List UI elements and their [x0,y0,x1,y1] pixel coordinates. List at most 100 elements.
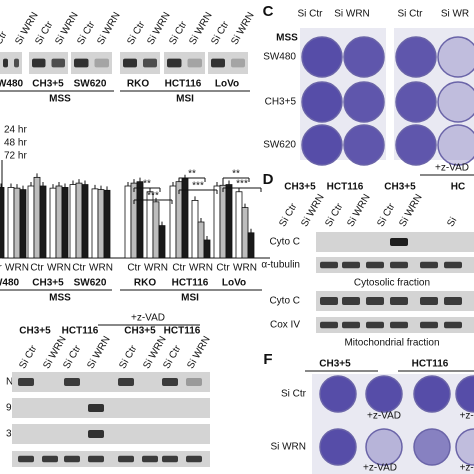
blot-band [420,261,438,269]
group-label: MSI [181,293,199,304]
colony-well [301,36,343,78]
bar [91,188,99,259]
cell-label: HCT116 [412,359,449,370]
bar [49,187,57,259]
blot-band [142,455,158,463]
bar [158,225,166,259]
blot-band [118,455,134,463]
cell-label: CH3+5 [384,182,416,193]
blot-band [186,455,202,463]
treatment-label: +z-VAD [367,411,401,422]
blot-band [42,455,58,463]
bar [203,239,211,259]
cell-label: SW620 [74,79,107,90]
blot-band [211,58,225,68]
row-label: Cyto C [269,296,300,307]
blot-membrane [12,424,210,444]
bar [152,201,160,259]
row-label: Cox IV [270,320,300,331]
colony-well [395,36,437,78]
cell-label: HC [451,182,465,193]
blot-band [143,58,157,68]
bar [130,182,138,259]
bar [103,189,111,259]
blot-band [123,58,137,68]
column-label: Si Ctr [398,9,424,20]
bar [191,199,199,259]
colony-well [301,124,343,166]
blot-band [390,238,408,246]
blot-band [420,297,438,305]
colony-well [437,81,474,123]
group-label: MSS [49,293,71,304]
bar [235,191,243,259]
blot-membrane [208,52,248,74]
row-label: α-tubulin [261,260,300,271]
colony-well [319,428,357,466]
row-label: CH3+5 [265,97,297,108]
cell-label: CH3+5 [32,278,64,289]
blot-band [366,321,384,329]
condition-label: WRN [189,263,213,274]
column-label: Ctr [0,29,10,47]
bar [225,184,233,259]
colony-well [301,81,343,123]
row-label: N [6,377,13,388]
blot-membrane [12,372,210,392]
cell-label: CH3+5 [124,326,156,337]
blot-band [74,58,89,68]
blot-band [390,261,408,269]
cell-label: W480 [0,79,23,90]
panel-letter: D [263,171,274,188]
blot-band [390,297,408,305]
blot-band [18,455,34,463]
cell-label: HCT116 [165,79,202,90]
blot-band [64,455,80,463]
treatment-label: +z-V [460,463,474,474]
colony-well [437,36,474,78]
cell-label: LoVo [215,79,239,90]
group-label: MSS [276,33,298,44]
blot-band [162,378,178,386]
column-label: Si Ctr [298,9,324,20]
condition-label: WRN [47,263,71,274]
blot-band [342,297,360,305]
bar [13,187,21,259]
legend-label: 48 hr [4,138,27,149]
blot-band [64,378,80,386]
legend-label: 24 hr [4,125,27,136]
blot-band [390,321,408,329]
row-label: Si WRN [270,442,306,453]
colony-well [343,124,385,166]
colony-well [365,428,403,466]
blot-band [320,321,338,329]
legend-label: 72 hr [4,151,27,162]
significance-mark: ** [143,179,151,190]
blot-band [88,455,104,463]
colony-well [437,124,474,166]
condition-label: Ctr [127,263,141,274]
cell-label: RKO [134,278,156,289]
blot-band [320,297,338,305]
panel-letter: C [263,3,274,20]
cell-label: CH3+5 [284,182,316,193]
row-label: Si Ctr [281,389,307,400]
treatment-label: +z-V [460,411,474,422]
significance-mark: ** [188,169,196,180]
colony-well [319,375,357,413]
bar [39,185,47,259]
bar [81,184,89,259]
cell-label: LoVo [222,278,246,289]
caption: Mitochondrial fraction [344,338,439,349]
colony-well [343,81,385,123]
treatment-label: +z-VAD [435,163,469,174]
bar [124,185,132,259]
blot-band [18,378,34,386]
bar [219,184,227,259]
colony-well [455,428,474,466]
blot-band [32,58,46,68]
bar [241,207,249,259]
condition-label: Ctr [30,263,44,274]
condition-label: Ctr [172,263,186,274]
